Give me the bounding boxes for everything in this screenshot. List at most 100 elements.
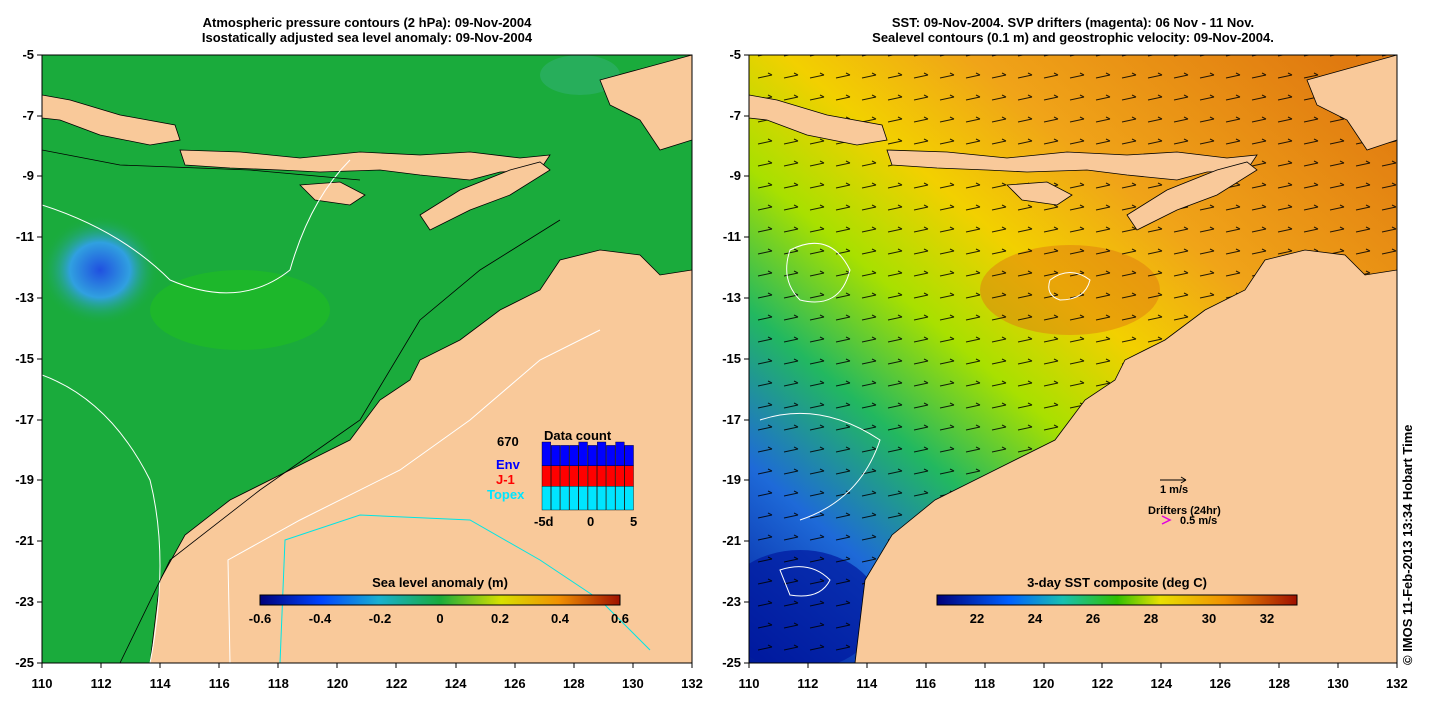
x-tick-label: 116	[915, 676, 937, 691]
sst-tick-label: 30	[1201, 611, 1217, 626]
data-count-bar-j1	[615, 465, 625, 487]
data-count-bar-topex	[551, 486, 561, 511]
data-count-bars	[541, 441, 634, 511]
data-count-bar-j1	[624, 465, 634, 487]
y-tick-label: -17	[722, 412, 741, 427]
data-count-bar-j1	[541, 465, 551, 487]
sla-tick-label: 0	[436, 611, 444, 626]
x-tick-label: 120	[1032, 676, 1055, 691]
data-count-legend-env: Env	[496, 457, 520, 472]
data-count-legend-j1: J-1	[496, 472, 515, 487]
x-tick-label: 110	[738, 676, 760, 691]
y-tick-label: -5	[22, 47, 34, 62]
data-count-title: Data count	[544, 428, 612, 443]
y-tick-label: -13	[722, 290, 741, 305]
y-tick-label: -15	[722, 351, 741, 366]
x-tick-label: 122	[1091, 676, 1114, 691]
data-count-bar-topex	[587, 486, 597, 511]
data-count-x-tick-start: -5d	[534, 514, 554, 529]
data-count-bar-j1	[606, 465, 616, 487]
x-tick-label: 122	[385, 676, 408, 691]
x-tick-label: 112	[90, 676, 112, 691]
australia-land-left	[149, 249, 692, 663]
data-count-x-tick-end: 5	[630, 514, 638, 529]
drifters-scale-label: 0.5 m/s	[1180, 515, 1218, 527]
sumba-island-right	[1006, 181, 1073, 206]
x-tick-label: 110	[31, 676, 53, 691]
y-tick-label: -23	[722, 594, 741, 609]
low-sla-eddy	[42, 215, 160, 325]
sst-colorbar-title: 3-day SST composite (deg C)	[1027, 575, 1207, 590]
x-tick-label: 118	[974, 676, 996, 691]
y-tick-label: -11	[722, 229, 741, 244]
y-tick-label: -15	[15, 351, 34, 366]
x-tick-label: 118	[267, 676, 289, 691]
copyright-side-text: © IMOS 11-Feb-2013 13:34 Hobart Time	[1400, 424, 1415, 665]
drifters-label: Drifters (24hr)	[1148, 505, 1221, 517]
y-tick-label: -21	[15, 533, 34, 548]
north-islands	[599, 55, 692, 151]
data-count-bar-j1	[569, 465, 579, 487]
y-tick-label: -19	[722, 472, 741, 487]
data-count-bar-j1	[597, 465, 607, 487]
drifter-scale-arrow	[1161, 515, 1172, 525]
y-tick-label: -7	[22, 108, 34, 123]
x-tick-label: 116	[208, 676, 230, 691]
x-tick-label: 124	[444, 676, 467, 691]
left-map	[42, 55, 692, 663]
y-tick-label: -9	[729, 168, 741, 183]
data-count-bar-j1	[587, 465, 597, 487]
x-tick-label: 130	[1327, 676, 1349, 691]
data-count-bar-topex	[578, 486, 588, 511]
timor-island	[419, 161, 551, 231]
x-tick-label: 124	[1150, 676, 1173, 691]
data-count-total: 670	[497, 434, 519, 449]
x-tick-label: 120	[326, 676, 349, 691]
data-count-bar-env	[615, 441, 625, 466]
x-tick-label: 128	[562, 676, 585, 691]
sumba-island	[299, 181, 366, 206]
data-count-bar-env	[569, 445, 579, 466]
y-tick-label: -25	[722, 655, 741, 670]
data-count-bar-env	[541, 441, 551, 466]
data-count-bar-env	[597, 441, 607, 466]
left-title-line1: Atmospheric pressure contours (2 hPa): 0…	[202, 15, 532, 30]
data-count-bar-env	[551, 445, 561, 466]
data-count-bar-env	[578, 441, 588, 466]
australia-land-right	[854, 249, 1397, 663]
data-count-bar-topex	[624, 486, 634, 511]
data-count-bar-topex	[597, 486, 607, 511]
y-tick-label: -21	[722, 533, 741, 548]
sla-tick-label: 0.2	[490, 611, 510, 626]
data-count-bar-j1	[551, 465, 561, 487]
right-title-line2: Sealevel contours (0.1 m) and geostrophi…	[872, 30, 1274, 45]
data-count-bar-topex	[569, 486, 579, 511]
x-tick-label: 132	[1386, 676, 1408, 691]
x-tick-label: 126	[1209, 676, 1232, 691]
data-count-bar-env	[606, 445, 616, 466]
velocity-scale-label: 1 m/s	[1160, 484, 1189, 496]
x-tick-label: 126	[503, 676, 526, 691]
data-count-bar-env	[624, 445, 634, 466]
sla-colorbar	[259, 594, 621, 606]
sla-tick-label: -0.2	[368, 611, 392, 626]
data-count-bar-topex	[606, 486, 616, 511]
data-count-bar-env	[560, 445, 570, 466]
sst-tick-label: 24	[1027, 611, 1043, 626]
x-tick-label: 114	[856, 676, 878, 691]
y-tick-label: -23	[15, 594, 34, 609]
y-tick-label: -7	[729, 108, 741, 123]
x-tick-label: 114	[149, 676, 171, 691]
sla-tick-label: 0.6	[610, 611, 630, 626]
data-count-bar-j1	[560, 465, 570, 487]
data-count-bar-topex	[560, 486, 570, 511]
y-tick-label: -17	[15, 412, 34, 427]
velocity-scale-arrow	[1160, 476, 1187, 484]
timor-island-right	[1126, 161, 1258, 231]
data-count-legend-topex: Topex	[487, 487, 525, 502]
sla-colorbar-title: Sea level anomaly (m)	[372, 575, 508, 590]
sst-tick-label: 26	[1085, 611, 1101, 626]
sla-tick-label: -0.4	[308, 611, 332, 626]
sst-tick-label: 28	[1143, 611, 1159, 626]
